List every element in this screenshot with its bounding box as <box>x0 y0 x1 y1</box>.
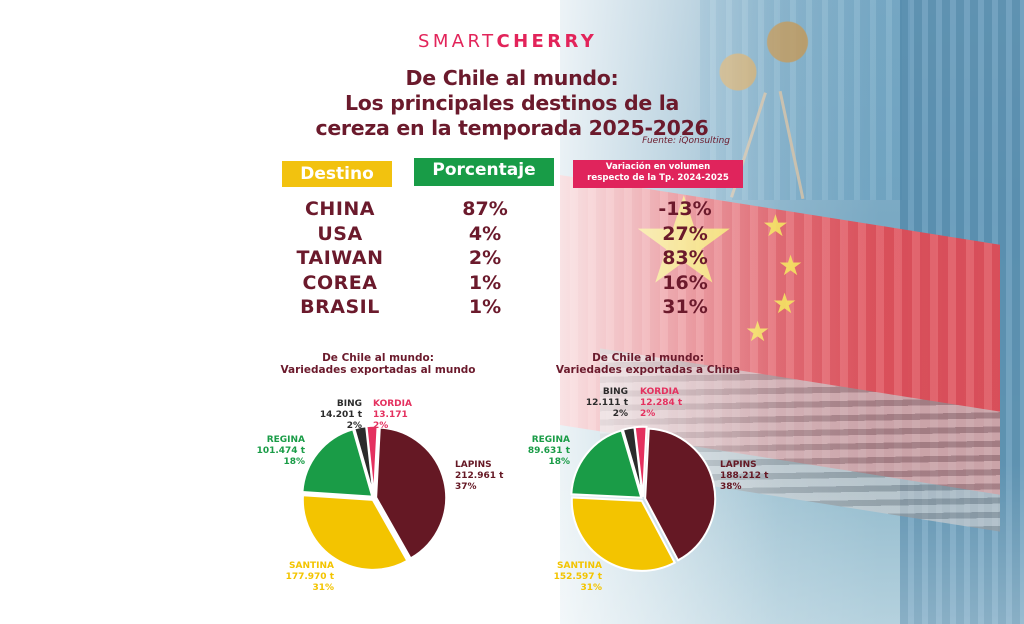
cell-destino: TAIWAN <box>296 247 384 269</box>
table-row: TAIWAN 2% 83% <box>270 247 730 272</box>
header-destino: Destino <box>282 161 392 187</box>
cell-destino: COREA <box>302 271 378 294</box>
label-volume: 212.961 t <box>455 471 504 481</box>
table-row: BRASIL 1% 31% <box>270 296 730 321</box>
label-lapins: LAPINS 212.961 t 37% <box>455 460 503 493</box>
pie-slice-kordia <box>365 424 379 496</box>
label-bing: BING 14.201 t 2% <box>300 399 362 432</box>
title-line-3: cereza en la temporada 2025-2026 <box>315 116 709 140</box>
pie-china-title-line-1: De Chile al mundo: <box>592 352 704 364</box>
cell-porcentaje: 4% <box>468 222 502 245</box>
label-volume: 152.597 t <box>553 572 602 582</box>
cell-destino: USA <box>317 222 363 245</box>
pie-china-title: De Chile al mundo: Variedades exportadas… <box>528 352 768 376</box>
cell-variacion: -13% <box>658 198 712 220</box>
cell-porcentaje: 1% <box>468 271 502 294</box>
label-percent: 2% <box>640 409 656 419</box>
label-percent: 37% <box>455 482 477 492</box>
title-line-2: Los principales destinos de la <box>344 91 680 115</box>
pie-slice-santina <box>301 494 409 571</box>
label-volume: 188.212 t <box>720 471 769 481</box>
label-name: BING <box>336 399 362 409</box>
bottom-fade-overlay <box>0 464 1024 624</box>
label-percent: 2% <box>373 421 389 431</box>
table-row: COREA 1% 16% <box>270 272 730 297</box>
label-name: LAPINS <box>720 460 757 470</box>
destinations-table: CHINA 87% -13% USA 4% 27% TAIWAN 2% 83% … <box>270 198 730 321</box>
label-santina: SANTINA 152.597 t 31% <box>540 561 602 594</box>
cell-porcentaje: 1% <box>468 296 502 318</box>
label-regina: REGINA 101.474 t 18% <box>250 435 305 468</box>
label-percent: 38% <box>720 482 742 492</box>
pie-world-title-line-2: Variedades exportadas al mundo <box>280 364 476 376</box>
label-volume: 177.970 t <box>285 572 334 582</box>
label-santina: SANTINA 177.970 t 31% <box>270 561 334 594</box>
label-percent: 31% <box>580 583 602 593</box>
cell-variacion: 16% <box>662 271 708 294</box>
cell-destino: BRASIL <box>300 296 380 318</box>
header-variacion: Variación en volumen respecto de la Tp. … <box>573 160 743 188</box>
table-row: CHINA 87% -13% <box>270 198 730 223</box>
brand-light: SMART <box>418 31 497 52</box>
label-regina: REGINA 89.631 t 18% <box>525 435 570 468</box>
label-name: SANTINA <box>289 561 334 571</box>
label-volume: 101.474 t <box>256 446 305 456</box>
pie-china-title-line-2: Variedades exportadas a China <box>555 364 741 376</box>
label-volume: 12.284 t <box>640 398 683 408</box>
label-volume: 12.111 t <box>585 398 628 408</box>
pie-chart-china <box>570 425 717 572</box>
cell-porcentaje: 87% <box>462 198 508 220</box>
pie-slice-santina <box>570 496 677 572</box>
pie-slice-kordia <box>633 425 648 497</box>
label-kordia: KORDIA 12.284 t 2% <box>640 387 682 420</box>
label-bing: BING 12.111 t 2% <box>570 387 628 420</box>
pie-world-title-line-1: De Chile al mundo: <box>322 352 434 364</box>
label-name: REGINA <box>531 435 570 445</box>
pie-slice-regina <box>570 429 643 499</box>
table-row: USA 4% 27% <box>270 223 730 248</box>
label-percent: 18% <box>548 457 570 467</box>
header-variacion-line-1: Variación en volumen <box>605 162 711 172</box>
label-name: SANTINA <box>557 561 602 571</box>
cell-variacion: 27% <box>662 222 708 245</box>
pie-chart-world <box>301 424 448 571</box>
label-lapins: LAPINS 188.212 t 38% <box>720 460 768 493</box>
cell-porcentaje: 2% <box>468 247 502 269</box>
label-volume: 13.171 <box>373 410 408 420</box>
brand-bold: CHERRY <box>496 31 598 52</box>
pie-world-title: De Chile al mundo: Variedades exportadas… <box>258 352 498 376</box>
header-porcentaje: Porcentaje <box>414 158 554 186</box>
label-name: BING <box>602 387 628 397</box>
label-name: KORDIA <box>373 399 412 409</box>
label-volume: 89.631 t <box>527 446 570 456</box>
header-variacion-line-2: respecto de la Tp. 2024-2025 <box>587 173 729 183</box>
label-percent: 18% <box>283 457 305 467</box>
pie-slice-lapins <box>375 426 448 560</box>
page-title: De Chile al mundo: Los principales desti… <box>300 66 724 141</box>
cell-destino: CHINA <box>304 198 376 220</box>
title-line-1: De Chile al mundo: <box>405 66 619 90</box>
pie-slice-lapins <box>644 427 717 562</box>
brand-logo: SMARTCHERRY <box>418 31 597 52</box>
label-volume: 14.201 t <box>319 410 362 420</box>
label-kordia: KORDIA 13.171 2% <box>373 399 412 432</box>
label-percent: 2% <box>346 421 362 431</box>
label-percent: 31% <box>312 583 334 593</box>
label-name: LAPINS <box>455 460 492 470</box>
cell-variacion: 31% <box>662 296 708 318</box>
label-name: KORDIA <box>640 387 679 397</box>
source-credit: Fuente: iQonsulting <box>642 136 730 146</box>
cell-variacion: 83% <box>662 247 708 269</box>
pie-slice-regina <box>301 428 374 498</box>
label-name: REGINA <box>266 435 305 445</box>
label-percent: 2% <box>612 409 628 419</box>
